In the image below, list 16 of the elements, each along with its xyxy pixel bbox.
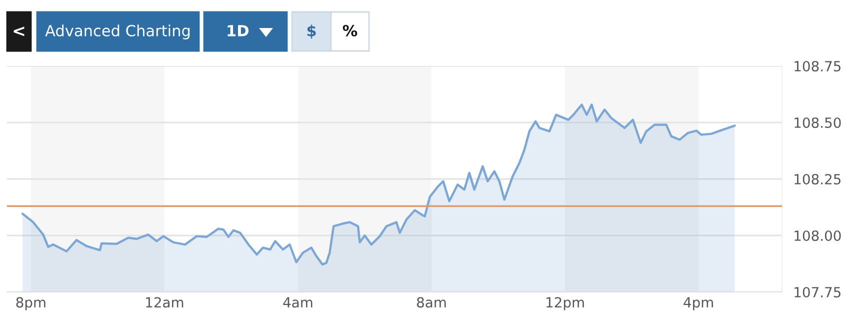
- text: %: [342, 24, 358, 36]
- y-tick-label: 107.75: [794, 286, 840, 298]
- y-tick-label: 108.00: [794, 230, 841, 241]
- y-tick-label: 108.50: [794, 117, 841, 128]
- text: <: [14, 26, 24, 36]
- x-tick-label: 4am: [283, 297, 312, 308]
- text: 1D: [228, 25, 249, 36]
- text: $: [307, 24, 316, 38]
- x-tick-label: 12pm: [546, 297, 584, 310]
- x-tick-label: 8am: [417, 297, 446, 308]
- x-tick-label: 4pm: [684, 297, 713, 310]
- text: Advanced Charting: [45, 24, 190, 40]
- x-tick-label: 12am: [146, 297, 184, 308]
- y-tick-label: 108.75: [794, 60, 840, 72]
- y-tick-label: 108.25: [794, 174, 840, 184]
- x-tick-label: 8pm: [16, 297, 46, 310]
